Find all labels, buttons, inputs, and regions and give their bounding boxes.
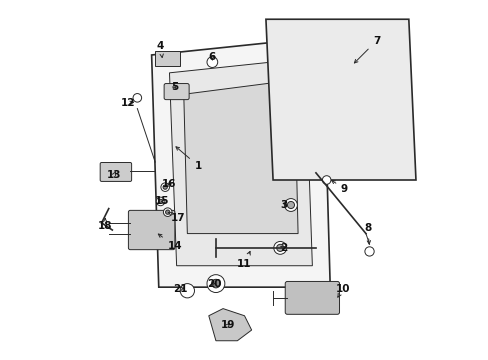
Text: 5: 5: [171, 82, 178, 92]
Circle shape: [364, 247, 373, 256]
Circle shape: [180, 284, 194, 298]
Polygon shape: [183, 80, 298, 234]
Text: 4: 4: [157, 41, 164, 58]
Text: 14: 14: [158, 234, 182, 251]
Polygon shape: [265, 19, 415, 180]
Bar: [155, 51, 180, 66]
Circle shape: [158, 199, 163, 203]
Circle shape: [273, 242, 286, 254]
FancyBboxPatch shape: [128, 210, 175, 249]
Circle shape: [165, 210, 169, 214]
FancyBboxPatch shape: [285, 282, 339, 314]
Text: 13: 13: [107, 170, 121, 180]
Polygon shape: [169, 59, 312, 266]
Text: 1: 1: [176, 147, 201, 171]
Polygon shape: [208, 309, 251, 341]
FancyBboxPatch shape: [100, 162, 131, 181]
Text: 16: 16: [162, 179, 176, 189]
Text: 11: 11: [237, 251, 251, 269]
Circle shape: [322, 176, 330, 184]
Text: 15: 15: [155, 197, 169, 206]
Text: 6: 6: [208, 52, 216, 62]
Text: 20: 20: [206, 279, 221, 289]
Circle shape: [206, 275, 224, 293]
Text: 21: 21: [173, 284, 187, 294]
Circle shape: [163, 185, 167, 189]
Text: 18: 18: [98, 219, 112, 231]
Circle shape: [133, 94, 142, 102]
Circle shape: [163, 208, 172, 216]
FancyBboxPatch shape: [164, 84, 189, 100]
Circle shape: [206, 57, 217, 67]
Circle shape: [156, 197, 164, 206]
Text: 9: 9: [331, 180, 347, 194]
Circle shape: [287, 202, 294, 208]
Text: 17: 17: [168, 212, 185, 222]
Text: 3: 3: [280, 200, 287, 210]
Circle shape: [161, 183, 169, 192]
Text: 2: 2: [280, 243, 287, 253]
Text: 8: 8: [364, 223, 370, 244]
Text: 19: 19: [221, 320, 235, 330]
Circle shape: [284, 199, 297, 211]
Text: 12: 12: [121, 98, 135, 108]
Text: 7: 7: [354, 36, 380, 63]
Text: 10: 10: [335, 284, 349, 297]
Circle shape: [276, 244, 283, 251]
Circle shape: [211, 279, 220, 288]
Polygon shape: [151, 37, 329, 287]
